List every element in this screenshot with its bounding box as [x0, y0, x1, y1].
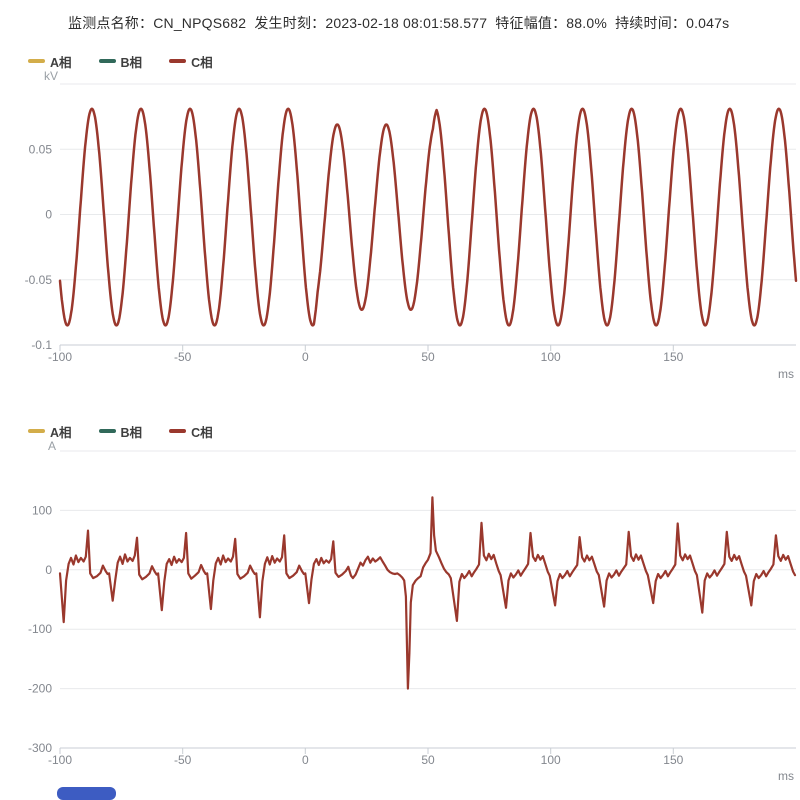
svg-text:-100: -100 — [48, 753, 72, 767]
svg-text:50: 50 — [421, 753, 435, 767]
svg-text:-0.1: -0.1 — [31, 338, 52, 352]
magnitude-label: 特征幅值： — [495, 15, 567, 31]
phase-a-line-icon — [28, 59, 45, 63]
legend-item-phase-a[interactable]: A相 — [28, 422, 72, 441]
phase-b-line-icon — [98, 59, 116, 63]
legend-label: B相 — [120, 55, 143, 70]
horizontal-scrollbar-thumb[interactable] — [57, 787, 116, 800]
monitor-point-label: 监测点名称： — [68, 15, 154, 31]
svg-text:-50: -50 — [174, 350, 192, 364]
svg-text:-50: -50 — [174, 753, 192, 767]
legend-label: C相 — [191, 55, 213, 70]
svg-text:0: 0 — [302, 350, 309, 364]
current-legend: A相 B相 C相 — [28, 422, 213, 441]
svg-text:ms: ms — [778, 367, 794, 381]
current-waveform-chart[interactable]: -100 -50 0 50 100 150 100 0 -100 -200 -300 ms — [0, 400, 800, 800]
legend-item-phase-b[interactable]: B相 — [98, 52, 143, 71]
phase-b-line-icon — [98, 429, 116, 433]
phase-c-line-icon — [169, 429, 187, 433]
svg-text:-200: -200 — [28, 682, 52, 696]
legend-item-phase-b[interactable]: B相 — [98, 422, 143, 441]
svg-text:-300: -300 — [28, 741, 52, 755]
voltage-unit-label: kV — [44, 69, 59, 83]
svg-text:100: 100 — [541, 350, 561, 364]
svg-text:-100: -100 — [48, 350, 72, 364]
current-unit-label: A — [48, 439, 57, 453]
occur-time-label: 发生时刻： — [254, 15, 326, 31]
legend-item-phase-c[interactable]: C相 — [169, 52, 213, 71]
svg-text:0: 0 — [302, 753, 309, 767]
magnitude-value: 88.0% — [566, 15, 607, 31]
svg-text:-0.05: -0.05 — [25, 273, 53, 287]
svg-text:0.05: 0.05 — [29, 142, 53, 156]
event-summary: 监测点名称：CN_NPQS682 发生时刻：2023-02-18 08:01:5… — [68, 13, 733, 33]
svg-text:0: 0 — [45, 208, 52, 222]
svg-text:100: 100 — [32, 503, 52, 517]
svg-text:150: 150 — [663, 753, 683, 767]
phase-c-line-icon — [169, 59, 187, 63]
legend-item-phase-c[interactable]: C相 — [169, 422, 213, 441]
svg-text:50: 50 — [421, 350, 435, 364]
legend-label: B相 — [120, 425, 143, 440]
occur-time-value: 2023-02-18 08:01:58.577 — [325, 15, 488, 31]
svg-text:0: 0 — [45, 563, 52, 577]
svg-text:ms: ms — [778, 769, 794, 783]
voltage-legend: A相 B相 C相 — [28, 52, 213, 71]
legend-label: A相 — [50, 425, 72, 440]
duration-label: 持续时间： — [615, 15, 687, 31]
svg-text:150: 150 — [663, 350, 683, 364]
svg-text:100: 100 — [541, 753, 561, 767]
legend-label: A相 — [50, 55, 72, 70]
svg-text:-100: -100 — [28, 622, 52, 636]
legend-label: C相 — [191, 425, 213, 440]
voltage-waveform-chart[interactable]: -100 -50 0 50 100 150 0.05 0 -0.05 -0.1 ms — [0, 0, 800, 400]
duration-value: 0.047s — [686, 15, 730, 31]
monitor-point-value: CN_NPQS682 — [153, 15, 247, 31]
legend-item-phase-a[interactable]: A相 — [28, 52, 72, 71]
phase-a-line-icon — [28, 429, 45, 433]
